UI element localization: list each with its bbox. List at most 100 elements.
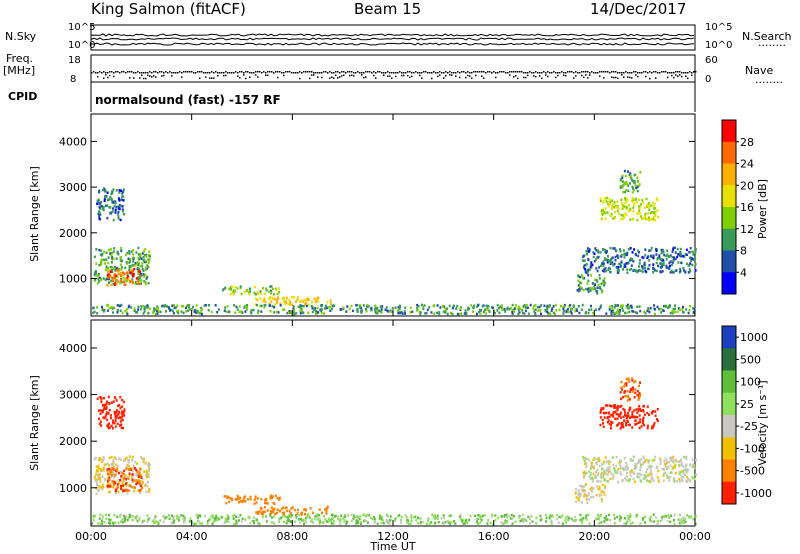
freq-dot — [237, 72, 239, 74]
freq-dot — [265, 72, 267, 74]
echo-cell — [304, 521, 307, 524]
echo-cell — [384, 308, 387, 311]
echo-cell — [390, 310, 393, 313]
echo-cell — [293, 312, 296, 315]
echo-cell — [645, 479, 648, 482]
echo-cell — [102, 277, 105, 280]
freq-dot — [607, 71, 609, 73]
echo-cell — [461, 518, 463, 522]
echo-cell — [597, 255, 600, 259]
echo-cell — [269, 495, 272, 499]
echo-cell — [105, 413, 108, 416]
echo-cell — [585, 514, 588, 517]
nave-dot — [267, 74, 269, 76]
echo-cell — [123, 410, 126, 413]
echo-cell — [123, 479, 125, 483]
echo-cell — [331, 516, 334, 520]
echo-cell — [554, 303, 557, 307]
nave-dot — [481, 75, 483, 77]
echo-cell — [639, 309, 642, 313]
echo-cell — [137, 305, 140, 308]
echo-cell — [616, 423, 619, 426]
echo-cell — [355, 303, 358, 307]
echo-cell — [132, 479, 135, 482]
echo-cell — [588, 470, 591, 473]
echo-cell — [130, 271, 133, 274]
echo-cell — [172, 304, 175, 307]
echo-cell — [684, 517, 687, 520]
echo-cell — [506, 516, 508, 519]
freq-dot — [569, 71, 571, 73]
echo-cell — [254, 293, 257, 296]
echo-cell — [625, 414, 628, 417]
echo-cell — [98, 280, 101, 283]
echo-cell — [185, 310, 188, 313]
echo-cell — [375, 307, 378, 311]
echo-cell — [148, 467, 151, 470]
freq-dot — [341, 71, 343, 73]
echo-cell — [106, 424, 109, 427]
echo-cell — [629, 218, 632, 221]
echo-cell — [304, 513, 307, 516]
xtick-label: 16:00 — [478, 530, 510, 543]
echo-cell — [617, 271, 620, 274]
freq-dot — [421, 72, 423, 74]
echo-cell — [314, 300, 317, 304]
echo-cell — [639, 465, 642, 469]
echo-cell — [109, 266, 112, 269]
echo-cell — [653, 202, 656, 206]
freq-dot — [395, 72, 397, 74]
echo-cell — [664, 463, 667, 467]
echo-cell — [670, 471, 672, 474]
echo-cell — [428, 306, 431, 309]
freq-dot — [183, 71, 185, 73]
colorbar-swatch — [722, 185, 736, 208]
echo-cell — [300, 517, 302, 521]
echo-cell — [617, 304, 619, 307]
echo-cell — [673, 466, 676, 469]
echo-cell — [679, 458, 682, 461]
echo-cell — [622, 415, 625, 419]
colorbar-tick-label: -25 — [740, 420, 758, 433]
echo-cell — [314, 515, 317, 518]
echo-cell — [132, 258, 135, 261]
echo-cell — [625, 305, 628, 308]
echo-cell — [627, 466, 630, 469]
echo-cell — [606, 518, 609, 521]
echo-cell — [364, 514, 367, 518]
echo-cell — [195, 522, 198, 525]
echo-cell — [119, 198, 122, 202]
echo-cell — [100, 522, 103, 525]
echo-cell — [450, 521, 453, 524]
freq-dot — [259, 71, 261, 73]
freq-dot — [457, 71, 459, 73]
echo-cell — [653, 458, 656, 462]
echo-cell — [236, 308, 239, 311]
echo-cell — [104, 403, 107, 407]
echo-cell — [282, 506, 285, 509]
echo-cell — [135, 473, 138, 476]
echo-cell — [228, 500, 231, 504]
freq-dot — [113, 72, 115, 74]
echo-cell — [109, 195, 112, 199]
echo-cell — [114, 480, 117, 483]
freq-dot — [203, 72, 205, 74]
freq-dot — [473, 71, 475, 73]
echo-cell — [673, 513, 676, 517]
echo-cell — [330, 302, 332, 305]
echo-cell — [610, 207, 613, 210]
echo-cell — [281, 511, 284, 515]
echo-cell — [627, 248, 630, 251]
echo-cell — [621, 388, 623, 391]
echo-cell — [653, 312, 656, 316]
echo-cell — [618, 422, 621, 425]
echo-cell — [182, 514, 185, 518]
echo-cell — [96, 312, 99, 315]
echo-cell — [224, 517, 227, 520]
echo-cell — [692, 465, 695, 468]
echo-cell — [95, 248, 98, 251]
echo-cell — [662, 309, 665, 312]
nave-dot — [631, 77, 633, 79]
echo-cell — [305, 298, 308, 301]
nave-dot — [471, 77, 473, 79]
